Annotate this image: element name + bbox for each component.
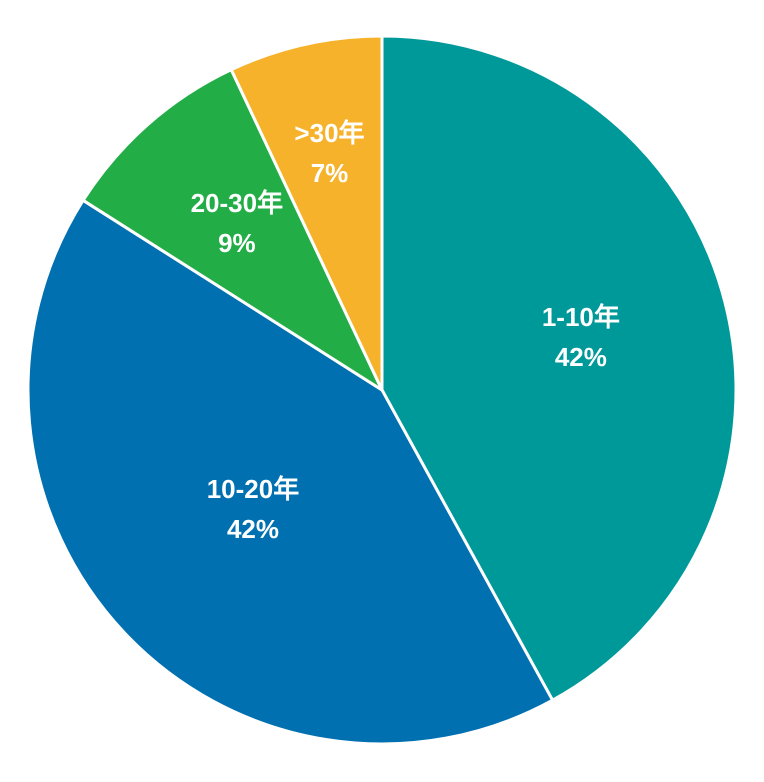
slice-label-category-1: 1-10年 xyxy=(542,302,620,332)
pie-slice-4 xyxy=(229,34,384,392)
slice-label-category-4: >30年 xyxy=(294,118,364,148)
slice-label-category-2: 10-20年 xyxy=(207,474,300,504)
slice-label-percent-2: 42% xyxy=(227,514,279,544)
slice-label-percent-1: 42% xyxy=(555,342,607,372)
slice-label-category-3: 20-30年 xyxy=(191,188,284,218)
pie-slice-2 xyxy=(26,198,555,746)
slice-label-percent-4: 7% xyxy=(311,158,349,188)
pie-slice-1 xyxy=(380,34,738,702)
pie-labels: 1-10年 42% 10-20年 42% 20-30年 9% >30年 7% xyxy=(191,118,620,544)
pie-slice-3 xyxy=(81,68,384,392)
slice-label-percent-3: 9% xyxy=(218,228,256,258)
pie-slices xyxy=(26,34,738,746)
